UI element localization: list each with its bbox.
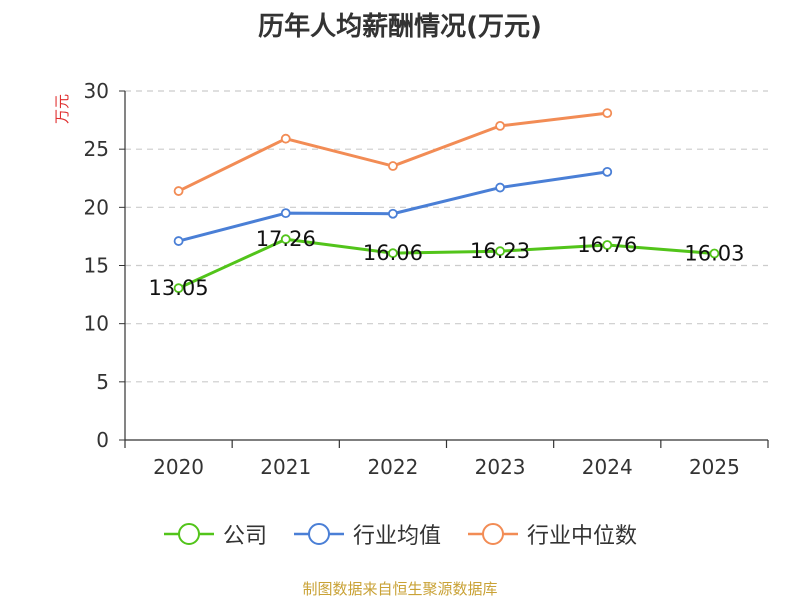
legend-label: 行业中位数 (527, 524, 638, 549)
x-tick-label: 2023 (475, 455, 526, 479)
x-tick-label: 2020 (153, 455, 204, 479)
data-label: 16.23 (470, 239, 530, 263)
x-tick-label: 2025 (689, 455, 740, 479)
data-point (602, 108, 613, 119)
legend-label: 行业均值 (352, 524, 441, 549)
data-point (280, 208, 291, 219)
legend-line-marker-icon (468, 523, 518, 545)
data-label: 16.76 (577, 233, 637, 257)
data-point (173, 186, 184, 196)
data-point (495, 121, 505, 131)
data-point (280, 133, 291, 144)
data-point (495, 246, 505, 257)
y-tick-label: 20 (84, 195, 109, 219)
data-label: 16.06 (363, 241, 423, 265)
data-point (388, 248, 398, 259)
series-layer (173, 108, 720, 294)
chart-title: 历年人均薪酬情况(万元) (258, 12, 542, 42)
data-point (388, 208, 398, 219)
y-tick-label: 5 (96, 370, 109, 394)
series-line-0 (177, 237, 715, 290)
legend-marker (177, 523, 200, 545)
series-line-2 (177, 111, 608, 193)
data-point (388, 161, 398, 171)
data-point (173, 236, 184, 246)
data-point (173, 283, 184, 294)
data-label-layer: 13.05 17.26 16.06 16.23 16.76 16.03 (149, 227, 745, 300)
data-label: 17.26 (256, 227, 316, 251)
y-tick-label: 10 (84, 312, 109, 336)
legend-item[interactable]: 行业均值 (293, 518, 441, 550)
legend-line-marker-icon (293, 523, 344, 545)
legend-item[interactable]: 公司 (163, 518, 267, 550)
y-tick-label: 30 (84, 79, 109, 103)
data-source-note: 制图数据来自恒生聚源数据库 (302, 580, 498, 598)
data-point (602, 166, 613, 177)
data-label: 16.03 (684, 242, 744, 266)
data-label: 13.05 (149, 276, 209, 300)
legend-item[interactable]: 行业中位数 (467, 518, 637, 550)
legend-line-marker-icon (163, 523, 214, 545)
legend-marker (307, 523, 330, 545)
x-tick-label: 2021 (260, 455, 311, 479)
data-point (495, 182, 505, 193)
data-point (602, 240, 613, 250)
data-point (280, 234, 291, 245)
x-tick-label: 2022 (367, 455, 418, 479)
legend-label: 公司 (222, 524, 267, 549)
y-tick-label: 25 (84, 137, 109, 161)
series-line-1 (178, 170, 608, 243)
data-point (709, 248, 720, 259)
grid-layer (125, 90, 768, 383)
y-tick-label: 0 (96, 428, 109, 452)
legend: 公司 行业均值 行业中位数 (0, 518, 800, 550)
legend-marker (482, 523, 504, 545)
y-tick-label: 15 (84, 254, 109, 278)
x-tick-label: 2024 (582, 455, 633, 479)
